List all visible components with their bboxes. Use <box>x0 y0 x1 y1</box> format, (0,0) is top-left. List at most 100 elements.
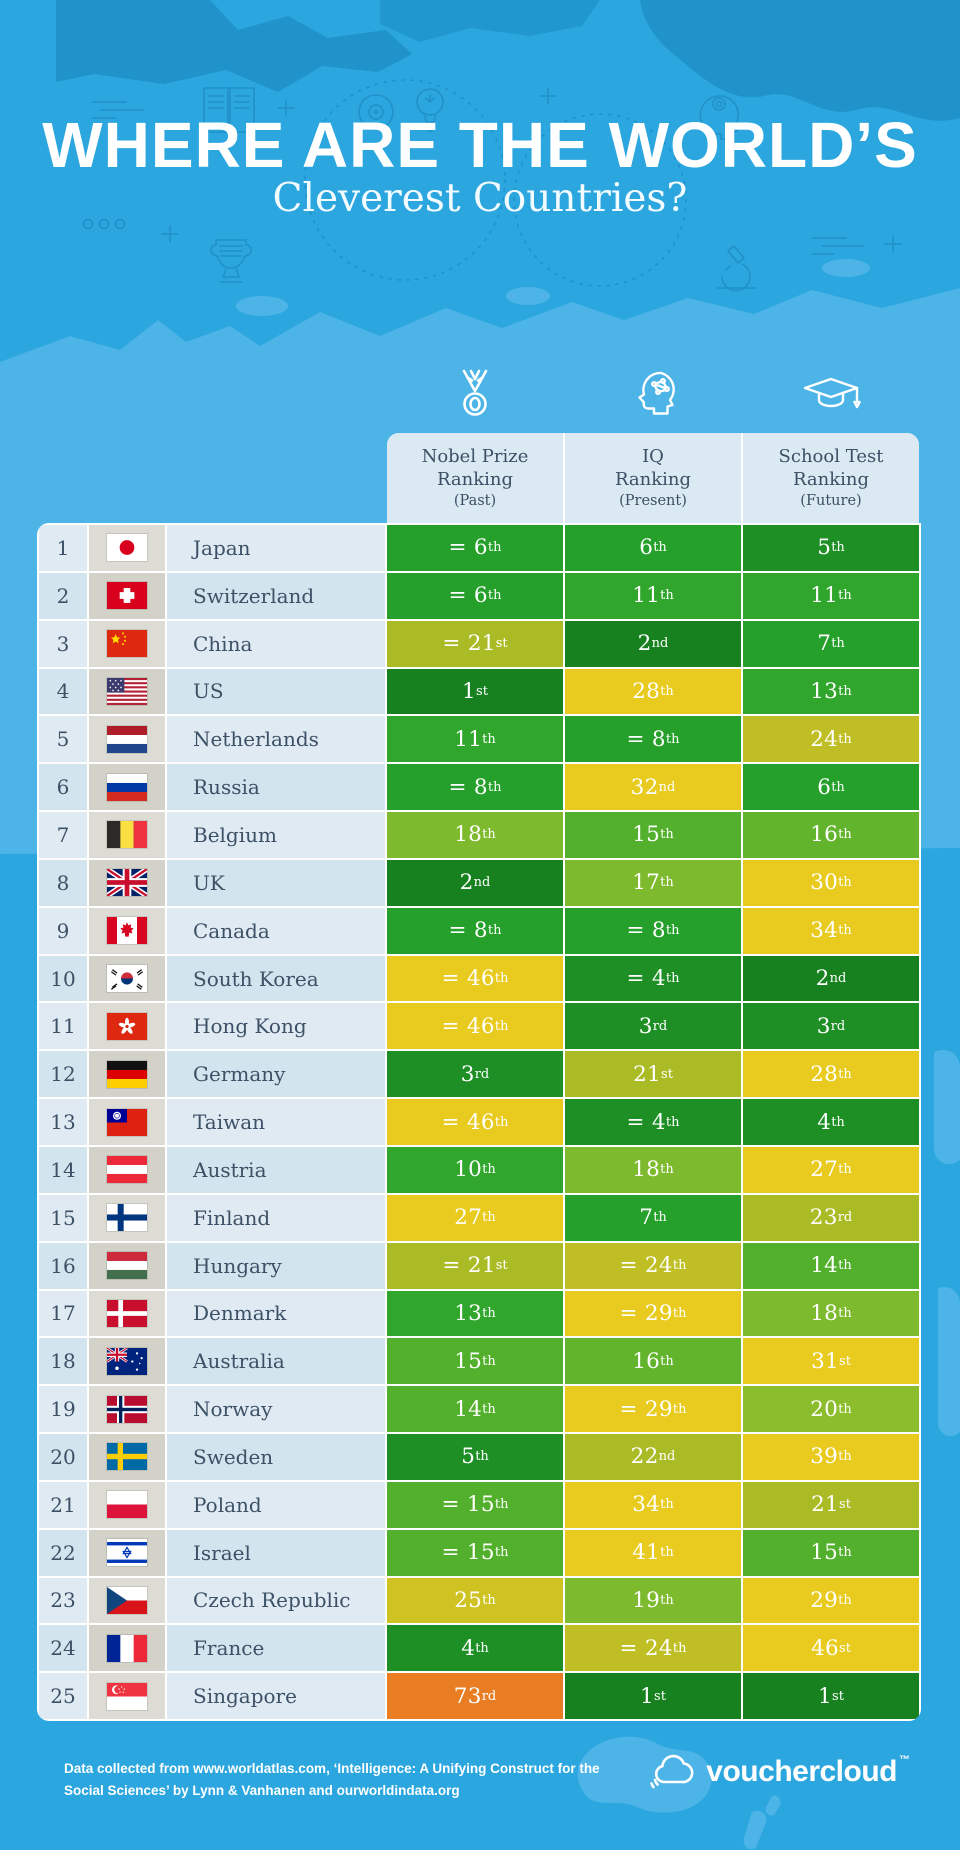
data-source-note: Data collected from www.worldatlas.com, … <box>64 1761 600 1798</box>
country-name: Singapore <box>167 1673 385 1720</box>
row-rank: 10 <box>39 955 87 1002</box>
row-rank: 13 <box>39 1099 87 1145</box>
row-rank: 15 <box>39 1194 87 1241</box>
flag-cell <box>89 1386 165 1433</box>
flag-cell <box>89 716 165 763</box>
russia-flag-icon <box>107 773 147 801</box>
sweden-flag-icon <box>107 1443 147 1471</box>
poland-flag-icon <box>107 1491 147 1519</box>
row-rank: 1 <box>39 525 87 571</box>
column-title-line2: Ranking <box>614 469 692 491</box>
czech-republic-flag-icon <box>107 1586 147 1614</box>
country-name: Taiwan <box>167 1099 385 1145</box>
country-name: Norway <box>167 1386 385 1433</box>
row-rank: 7 <box>39 812 87 858</box>
flag-cell <box>89 1003 165 1050</box>
page-title: WHERE ARE THE WORLD’S <box>42 109 918 181</box>
trademark-mark: ™ <box>899 1754 910 1766</box>
norway-flag-icon <box>107 1395 147 1423</box>
row-rank: 5 <box>39 716 87 763</box>
column-period: (Past) <box>453 493 497 510</box>
row-rank: 25 <box>39 1673 87 1720</box>
flag-cell <box>89 668 165 715</box>
south-korea-flag-icon <box>107 965 147 993</box>
country-name: Australia <box>167 1338 385 1385</box>
flag-cell <box>89 1099 165 1145</box>
hong-kong-flag-icon <box>107 1012 147 1040</box>
country-name: Netherlands <box>167 716 385 763</box>
row-rank: 14 <box>39 1146 87 1193</box>
row-rank: 8 <box>39 859 87 906</box>
column-header-2: School Test Ranking (Future) <box>743 433 919 523</box>
column-title-line2: Ranking <box>436 469 514 491</box>
row-rank: 20 <box>39 1434 87 1480</box>
flag-cell <box>89 525 165 571</box>
us-flag-icon <box>107 677 147 705</box>
flag-cell <box>89 1242 165 1289</box>
country-name: Sweden <box>167 1434 385 1480</box>
flag-cell <box>89 1577 165 1624</box>
row-rank: 4 <box>39 668 87 715</box>
flag-cell <box>89 907 165 954</box>
flag-cell <box>89 1338 165 1385</box>
country-name: Germany <box>167 1051 385 1098</box>
denmark-flag-icon <box>107 1299 147 1327</box>
flag-cell <box>89 620 165 667</box>
switzerland-flag-icon <box>107 582 147 610</box>
country-name: Poland <box>167 1481 385 1528</box>
flag-cell <box>89 859 165 906</box>
belgium-flag-icon <box>107 821 147 849</box>
country-name: Czech Republic <box>167 1577 385 1624</box>
country-name: UK <box>167 859 385 906</box>
singapore-flag-icon <box>107 1682 147 1710</box>
flag-cell <box>89 572 165 619</box>
australia-flag-icon <box>107 1347 147 1375</box>
row-rank: 11 <box>39 1003 87 1050</box>
column-header-1: IQ Ranking (Present) <box>565 433 741 523</box>
flag-cell <box>89 1673 165 1720</box>
row-rank: 19 <box>39 1386 87 1433</box>
netherlands-flag-icon <box>107 725 147 753</box>
column-period: (Future) <box>800 493 862 510</box>
flag-cell <box>89 1481 165 1528</box>
country-name: Japan <box>167 525 385 571</box>
column-header-0: Nobel Prize Ranking (Past) <box>387 433 563 523</box>
